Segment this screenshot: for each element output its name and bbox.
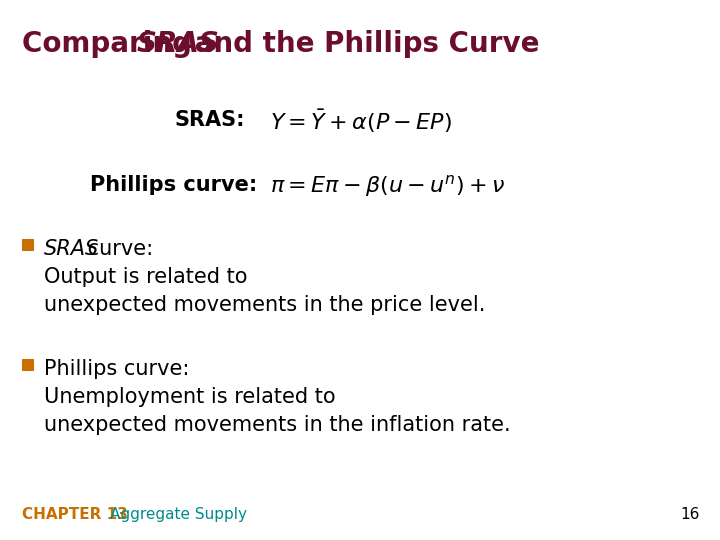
Bar	[22, 359, 34, 371]
Text: $\pi = E\pi - \beta(u - u^n) + \nu$: $\pi = E\pi - \beta(u - u^n) + \nu$	[270, 173, 505, 199]
Text: Comparing: Comparing	[22, 30, 202, 58]
Text: Phillips curve:: Phillips curve:	[90, 175, 257, 195]
Text: Output is related to: Output is related to	[44, 267, 248, 287]
Text: Unemployment is related to: Unemployment is related to	[44, 387, 336, 407]
Bar	[22, 239, 34, 251]
Text: CHAPTER 13: CHAPTER 13	[22, 507, 127, 522]
Text: $Y = \bar{Y} + \alpha(P - EP)$: $Y = \bar{Y} + \alpha(P - EP)$	[270, 108, 452, 136]
Text: SRAS:: SRAS:	[175, 110, 246, 130]
Text: SRAS: SRAS	[137, 30, 220, 58]
Text: Phillips curve:: Phillips curve:	[44, 359, 189, 379]
Text: unexpected movements in the price level.: unexpected movements in the price level.	[44, 295, 485, 315]
Text: and the Phillips Curve: and the Phillips Curve	[185, 30, 539, 58]
Text: 16: 16	[680, 507, 700, 522]
Text: SRAS: SRAS	[44, 239, 99, 259]
Text: curve:: curve:	[81, 239, 153, 259]
Text: unexpected movements in the inflation rate.: unexpected movements in the inflation ra…	[44, 415, 510, 435]
Text: Aggregate Supply: Aggregate Supply	[110, 507, 247, 522]
